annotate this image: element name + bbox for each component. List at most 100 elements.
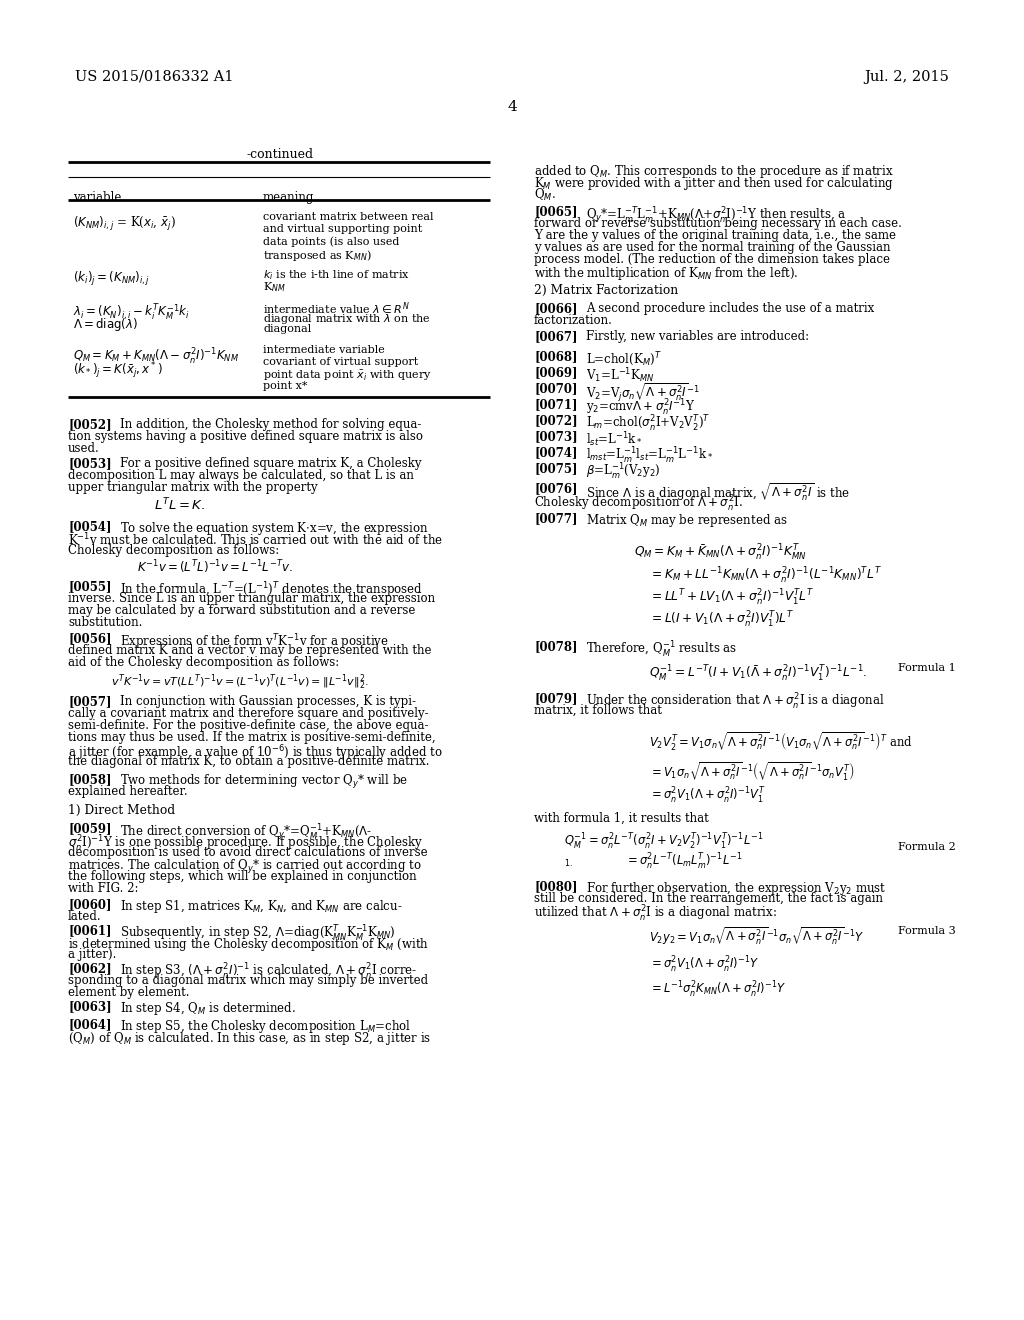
Text: To solve the equation system K$\cdot$x=v, the expression: To solve the equation system K$\cdot$x=v… bbox=[120, 520, 429, 537]
Text: Firstly, new variables are introduced:: Firstly, new variables are introduced: bbox=[586, 330, 809, 343]
Text: Jul. 2, 2015: Jul. 2, 2015 bbox=[864, 70, 949, 84]
Text: [0060]: [0060] bbox=[68, 898, 112, 911]
Text: [0061]: [0061] bbox=[68, 924, 112, 937]
Text: [0056]: [0056] bbox=[68, 632, 112, 645]
Text: the following steps, which will be explained in conjunction: the following steps, which will be expla… bbox=[68, 870, 417, 883]
Text: a jitter).: a jitter). bbox=[68, 948, 117, 961]
Text: $V_2 y_2 = V_1\sigma_n\sqrt{\Lambda+\sigma_n^2 I}^{-1}\sigma_n\sqrt{\Lambda+\sig: $V_2 y_2 = V_1\sigma_n\sqrt{\Lambda+\sig… bbox=[649, 927, 864, 948]
Text: cally a covariant matrix and therefore square and positively-: cally a covariant matrix and therefore s… bbox=[68, 708, 429, 719]
Text: [0077]: [0077] bbox=[534, 512, 578, 525]
Text: [0058]: [0058] bbox=[68, 774, 112, 785]
Text: [0064]: [0064] bbox=[68, 1018, 112, 1031]
Text: In step S4, Q$_M$ is determined.: In step S4, Q$_M$ is determined. bbox=[120, 1001, 296, 1016]
Text: V$_1$=L$^{-1}$K$_{MN}$: V$_1$=L$^{-1}$K$_{MN}$ bbox=[586, 366, 654, 384]
Text: V$_2$=V$_j\sigma_n\sqrt{\Lambda+\sigma_n^2 I}^{-1}$: V$_2$=V$_j\sigma_n\sqrt{\Lambda+\sigma_n… bbox=[586, 381, 700, 404]
Text: utilized that $\Lambda+\sigma_n^2$I is a diagonal matrix:: utilized that $\Lambda+\sigma_n^2$I is a… bbox=[534, 904, 777, 924]
Text: [0068]: [0068] bbox=[534, 350, 578, 363]
Text: $\Lambda = \mathrm{diag}(\lambda)$: $\Lambda = \mathrm{diag}(\lambda)$ bbox=[73, 315, 138, 333]
Text: data points (is also used: data points (is also used bbox=[263, 236, 399, 247]
Text: [0075]: [0075] bbox=[534, 462, 578, 475]
Text: $v^T K^{-1} v=vT(LL^T)^{-1}v=(L^{-1}v)^T(L^{-1}v)=\|L^{-1}v\|_2^2.$: $v^T K^{-1} v=vT(LL^T)^{-1}v=(L^{-1}v)^T… bbox=[112, 672, 369, 692]
Text: [0076]: [0076] bbox=[534, 482, 578, 495]
Text: $K^{-1}v=(L^T L)^{-1}v=L^{-1}L^{-T}v.$: $K^{-1}v=(L^T L)^{-1}v=L^{-1}L^{-T}v.$ bbox=[137, 558, 293, 576]
Text: $= \sigma_n^2 V_1(\Lambda+\sigma_n^2 I)^{-1}V_1^T$: $= \sigma_n^2 V_1(\Lambda+\sigma_n^2 I)^… bbox=[649, 785, 766, 807]
Text: with formula 1, it results that: with formula 1, it results that bbox=[534, 812, 709, 825]
Text: Formula 3: Formula 3 bbox=[898, 927, 956, 936]
Text: Therefore, Q$_M^{-1}$ results as: Therefore, Q$_M^{-1}$ results as bbox=[586, 640, 737, 660]
Text: Under the consideration that $\Lambda+\sigma_n^2$I is a diagonal: Under the consideration that $\Lambda+\s… bbox=[586, 692, 885, 711]
Text: For further observation, the expression V$_2$y$_2$ must: For further observation, the expression … bbox=[586, 880, 887, 898]
Text: variable: variable bbox=[73, 191, 122, 205]
Text: K$_M$ were provided with a jitter and then used for calculating: K$_M$ were provided with a jitter and th… bbox=[534, 176, 894, 191]
Text: factorization.: factorization. bbox=[534, 314, 613, 327]
Text: A second procedure includes the use of a matrix: A second procedure includes the use of a… bbox=[586, 302, 874, 315]
Text: [0062]: [0062] bbox=[68, 962, 112, 975]
Text: element by element.: element by element. bbox=[68, 986, 189, 999]
Text: $L^T L=K.$: $L^T L=K.$ bbox=[155, 498, 206, 513]
Text: covariant of virtual support: covariant of virtual support bbox=[263, 356, 418, 367]
Text: Matrix Q$_M$ may be represented as: Matrix Q$_M$ may be represented as bbox=[586, 512, 787, 529]
Text: upper triangular matrix with the property: upper triangular matrix with the propert… bbox=[68, 480, 317, 494]
Text: [0067]: [0067] bbox=[534, 330, 578, 343]
Text: diagonal matrix with $\lambda$ on the: diagonal matrix with $\lambda$ on the bbox=[263, 312, 431, 326]
Text: still be considered. In the rearrangement, the fact is again: still be considered. In the rearrangemen… bbox=[534, 892, 883, 906]
Text: For a positive defined square matrix K, a Cholesky: For a positive defined square matrix K, … bbox=[120, 457, 422, 470]
Text: point x*: point x* bbox=[263, 381, 307, 391]
Text: Formula 2: Formula 2 bbox=[898, 842, 956, 851]
Text: aid of the Cholesky decomposition as follows:: aid of the Cholesky decomposition as fol… bbox=[68, 656, 339, 669]
Text: 1) Direct Method: 1) Direct Method bbox=[68, 804, 175, 817]
Text: In addition, the Cholesky method for solving equa-: In addition, the Cholesky method for sol… bbox=[120, 418, 421, 432]
Text: In step S1, matrices K$_M$, K$_N$, and K$_{MN}$ are calcu-: In step S1, matrices K$_M$, K$_N$, and K… bbox=[120, 898, 402, 915]
Text: In the formula, L$^{-T}$=(L$^{-1}$)$^T$ denotes the transposed: In the formula, L$^{-T}$=(L$^{-1}$)$^T$ … bbox=[120, 579, 423, 599]
Text: may be calculated by a forward substitution and a reverse: may be calculated by a forward substitut… bbox=[68, 605, 416, 616]
Text: [0079]: [0079] bbox=[534, 692, 578, 705]
Text: $Q_M^{-1}=L^{-T}(I+V_1(\bar{\Lambda}+\sigma_n^2 I)^{-1}V_1^T)^{-1}L^{-1}.$: $Q_M^{-1}=L^{-T}(I+V_1(\bar{\Lambda}+\si… bbox=[649, 663, 867, 682]
Text: [0054]: [0054] bbox=[68, 520, 112, 533]
Text: [0080]: [0080] bbox=[534, 880, 578, 894]
Text: tion systems having a positive defined square matrix is also: tion systems having a positive defined s… bbox=[68, 430, 423, 444]
Text: $= L(I + V_1(\Lambda + \sigma_n^2 I) V_1^T) L^T$: $= L(I + V_1(\Lambda + \sigma_n^2 I) V_1… bbox=[649, 610, 795, 630]
Text: $k_i$ is the i-th line of matrix: $k_i$ is the i-th line of matrix bbox=[263, 268, 410, 281]
Text: $V_2 V_2^T = V_1\sigma_n\sqrt{\Lambda+\sigma_n^2 I}^{-1}\left(V_1\sigma_n\sqrt{\: $V_2 V_2^T = V_1\sigma_n\sqrt{\Lambda+\s… bbox=[649, 730, 912, 752]
Text: $= LL^T + LV_1(\Lambda + \sigma_n^2 I)^{-1} V_1^T L^T$: $= LL^T + LV_1(\Lambda + \sigma_n^2 I)^{… bbox=[649, 587, 814, 609]
Text: Q$_M$.: Q$_M$. bbox=[534, 187, 556, 203]
Text: Two methods for determining vector Q$_y$* will be: Two methods for determining vector Q$_y$… bbox=[120, 774, 408, 791]
Text: $Q_M = K_M + K_{MN}(\Lambda - \sigma_n^2 I)^{-1} K_{NM}$: $Q_M = K_M + K_{MN}(\Lambda - \sigma_n^2… bbox=[73, 347, 239, 367]
Text: (Q$_M$) of Q$_M$ is calculated. In this case, as in step S2, a jitter is: (Q$_M$) of Q$_M$ is calculated. In this … bbox=[68, 1030, 431, 1047]
Text: L=chol(K$_M$)$^T$: L=chol(K$_M$)$^T$ bbox=[586, 350, 662, 368]
Text: [0052]: [0052] bbox=[68, 418, 112, 432]
Text: point data point $\bar{x}_i$ with query: point data point $\bar{x}_i$ with query bbox=[263, 370, 432, 383]
Text: [0069]: [0069] bbox=[534, 366, 578, 379]
Text: y$_2$=cmv$\Lambda+\sigma_n^2 I^{-1}$Y: y$_2$=cmv$\Lambda+\sigma_n^2 I^{-1}$Y bbox=[586, 399, 695, 418]
Text: added to Q$_M$. This corresponds to the procedure as if matrix: added to Q$_M$. This corresponds to the … bbox=[534, 162, 894, 180]
Text: 2) Matrix Factorization: 2) Matrix Factorization bbox=[534, 284, 678, 297]
Text: $= L^{-1}\sigma_n^2 K_{MN}(\Lambda+\sigma_n^2 I)^{-1}Y$: $= L^{-1}\sigma_n^2 K_{MN}(\Lambda+\sigm… bbox=[649, 979, 786, 1001]
Text: In step S3, $(\Lambda + \sigma_n^2 I)^{-1}$ is calculated, $\Lambda + \sigma_n^2: In step S3, $(\Lambda + \sigma_n^2 I)^{-… bbox=[120, 962, 417, 982]
Text: $_{1.}$              $=\sigma_n^2 L^{-T}(L_m L_m^T)^{-1}L^{-1}$: $_{1.}$ $=\sigma_n^2 L^{-T}(L_m L_m^T)^{… bbox=[564, 851, 742, 873]
Text: meaning: meaning bbox=[263, 191, 314, 205]
Text: The direct conversion of Q$_y$*=Q$_M^{-1}$+K$_{MN}$($\Lambda$-: The direct conversion of Q$_y$*=Q$_M^{-1… bbox=[120, 822, 372, 842]
Text: [0053]: [0053] bbox=[68, 457, 112, 470]
Text: L$_m$=chol($\sigma_n^2$I+V$_2$V$_2^T$)$^T$: L$_m$=chol($\sigma_n^2$I+V$_2$V$_2^T$)$^… bbox=[586, 414, 711, 434]
Text: intermediate value $\lambda \in R^N$: intermediate value $\lambda \in R^N$ bbox=[263, 300, 410, 317]
Text: lated.: lated. bbox=[68, 909, 101, 923]
Text: -continued: -continued bbox=[247, 148, 313, 161]
Text: [0065]: [0065] bbox=[534, 205, 578, 218]
Text: a jitter (for example, a value of 10$^{-6}$) is thus typically added to: a jitter (for example, a value of 10$^{-… bbox=[68, 743, 442, 763]
Text: $\sigma_n^2$I)$^{-1}$Y is one possible procedure. If possible, the Cholesky: $\sigma_n^2$I)$^{-1}$Y is one possible p… bbox=[68, 834, 423, 854]
Text: $Q_M^{-1}=\sigma_n^2 L^{-T}(\sigma_n^2 I+V_2 V_2^T)^{-1}V_1^T)^{-1}L^{-1}$: $Q_M^{-1}=\sigma_n^2 L^{-T}(\sigma_n^2 I… bbox=[564, 832, 764, 853]
Text: intermediate variable: intermediate variable bbox=[263, 345, 385, 355]
Text: with FIG. 2:: with FIG. 2: bbox=[68, 882, 138, 895]
Text: Q$_y$*=L$_m^{-T}$L$_m^{-1}$+K$_{MN}$($\Lambda$+$\sigma_n^2$I)$^{-1}$Y then resul: Q$_y$*=L$_m^{-T}$L$_m^{-1}$+K$_{MN}$($\L… bbox=[586, 205, 847, 226]
Text: and virtual supporting point: and virtual supporting point bbox=[263, 224, 422, 234]
Text: y values as are used for the normal training of the Gaussian: y values as are used for the normal trai… bbox=[534, 242, 891, 253]
Text: $Q_M = K_M + \bar{K}_{MN}(\Lambda + \sigma_n^2 I)^{-1} K_{MN}^T$: $Q_M = K_M + \bar{K}_{MN}(\Lambda + \sig… bbox=[634, 543, 807, 562]
Text: process model. (The reduction of the dimension takes place: process model. (The reduction of the dim… bbox=[534, 253, 890, 267]
Text: decomposition is used to avoid direct calculations of inverse: decomposition is used to avoid direct ca… bbox=[68, 846, 428, 859]
Text: covariant matrix between real: covariant matrix between real bbox=[263, 213, 433, 222]
Text: matrix, it follows that: matrix, it follows that bbox=[534, 704, 662, 717]
Text: l$_{st}$=L$^{-1}$k$_*$: l$_{st}$=L$^{-1}$k$_*$ bbox=[586, 430, 643, 449]
Text: US 2015/0186332 A1: US 2015/0186332 A1 bbox=[75, 70, 233, 84]
Text: In step S5, the Cholesky decomposition L$_M$=chol: In step S5, the Cholesky decomposition L… bbox=[120, 1018, 411, 1035]
Text: K$_{NM}$: K$_{NM}$ bbox=[263, 280, 286, 294]
